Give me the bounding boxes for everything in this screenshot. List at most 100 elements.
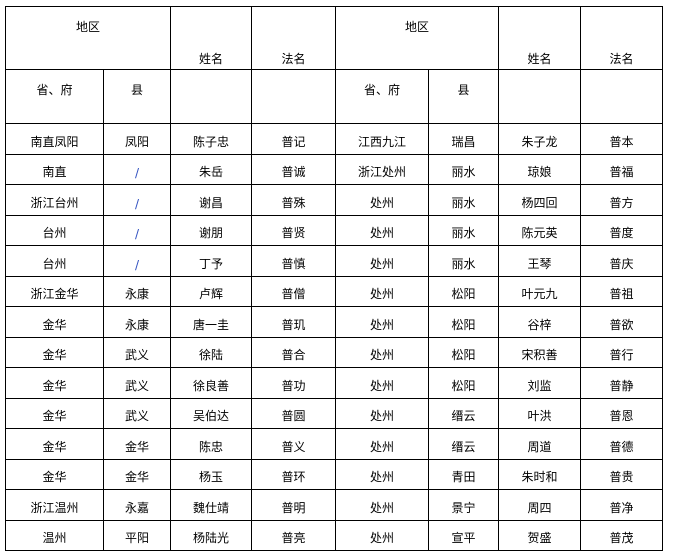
name-cell: 贺盛 bbox=[498, 519, 581, 551]
province-cell: 台州 bbox=[5, 245, 104, 277]
province-cell: 金华 bbox=[5, 397, 104, 429]
county-cell: 缙云 bbox=[428, 397, 499, 429]
dharma-name-cell: 普殊 bbox=[251, 184, 336, 216]
dharma-name-cell: 普明 bbox=[251, 489, 336, 521]
dharma-name-cell: 普记 bbox=[251, 123, 336, 155]
county-cell: 金华 bbox=[103, 458, 171, 490]
county-cell: 松阳 bbox=[428, 336, 499, 368]
county-cell: 丽水 bbox=[428, 153, 499, 185]
name-cell: 谢朋 bbox=[170, 214, 252, 246]
dharma-name-header: 法名 bbox=[251, 6, 336, 70]
empty-cell bbox=[251, 69, 336, 124]
dharma-name-cell: 普方 bbox=[580, 184, 663, 216]
province-cell: 南直凤阳 bbox=[5, 123, 104, 155]
table-row: 金华 武义 徐陆 普合 处州 松阳 宋积善 普行 bbox=[5, 336, 663, 368]
dharma-name-cell: 普诚 bbox=[251, 153, 336, 185]
dharma-name-cell: 普祖 bbox=[580, 275, 663, 307]
name-cell: 魏仕靖 bbox=[170, 489, 252, 521]
county-cell: 金华 bbox=[103, 428, 171, 460]
county-cell: 永康 bbox=[103, 275, 171, 307]
province-cell: 温州 bbox=[5, 519, 104, 551]
name-cell: 徐良善 bbox=[170, 367, 252, 399]
county-cell: / bbox=[103, 153, 171, 185]
county-cell: 瑞昌 bbox=[428, 123, 499, 155]
name-cell: 朱子龙 bbox=[498, 123, 581, 155]
dharma-name-cell: 普茂 bbox=[580, 519, 663, 551]
dharma-name-cell: 普功 bbox=[251, 367, 336, 399]
county-cell: 凤阳 bbox=[103, 123, 171, 155]
name-cell: 琼娘 bbox=[498, 153, 581, 185]
name-cell: 杨陆光 bbox=[170, 519, 252, 551]
name-header: 姓名 bbox=[170, 6, 252, 70]
province-cell: 浙江处州 bbox=[335, 153, 429, 185]
county-cell: 青田 bbox=[428, 458, 499, 490]
county-cell: 松阳 bbox=[428, 306, 499, 338]
name-cell: 谷梓 bbox=[498, 306, 581, 338]
dharma-name-cell: 普贵 bbox=[580, 458, 663, 490]
dharma-name-cell: 普慎 bbox=[251, 245, 336, 277]
empty-cell bbox=[580, 69, 663, 124]
province-header: 省、府 bbox=[5, 69, 104, 124]
dharma-name-cell: 普环 bbox=[251, 458, 336, 490]
name-cell: 叶洪 bbox=[498, 397, 581, 429]
province-cell: 处州 bbox=[335, 245, 429, 277]
header-row-2: 省、府 县 省、府 县 bbox=[5, 69, 663, 124]
name-header: 姓名 bbox=[498, 6, 581, 70]
province-cell: 处州 bbox=[335, 367, 429, 399]
table-row: 台州 / 谢朋 普贤 处州 丽水 陈元英 普度 bbox=[5, 214, 663, 246]
county-cell: 宣平 bbox=[428, 519, 499, 551]
table-row: 金华 武义 徐良善 普功 处州 松阳 刘监 普静 bbox=[5, 367, 663, 399]
province-cell: 处州 bbox=[335, 397, 429, 429]
province-cell: 处州 bbox=[335, 184, 429, 216]
dharma-name-cell: 普静 bbox=[580, 367, 663, 399]
table-row: 金华 金华 陈忠 普义 处州 缙云 周道 普德 bbox=[5, 428, 663, 460]
region-header: 地区 bbox=[5, 6, 171, 70]
dharma-name-cell: 普度 bbox=[580, 214, 663, 246]
province-header: 省、府 bbox=[335, 69, 429, 124]
province-cell: 处州 bbox=[335, 458, 429, 490]
name-cell: 宋积善 bbox=[498, 336, 581, 368]
county-header: 县 bbox=[428, 69, 499, 124]
table-row: 浙江温州 永嘉 魏仕靖 普明 处州 景宁 周四 普净 bbox=[5, 489, 663, 521]
name-cell: 周道 bbox=[498, 428, 581, 460]
province-cell: 处州 bbox=[335, 489, 429, 521]
dharma-name-cell: 普圆 bbox=[251, 397, 336, 429]
province-cell: 处州 bbox=[335, 275, 429, 307]
name-cell: 朱时和 bbox=[498, 458, 581, 490]
table-row: 南直凤阳 凤阳 陈子忠 普记 江西九江 瑞昌 朱子龙 普本 bbox=[5, 123, 663, 155]
table-row: 台州 / 丁予 普慎 处州 丽水 王琴 普庆 bbox=[5, 245, 663, 277]
name-cell: 朱岳 bbox=[170, 153, 252, 185]
county-cell: 平阳 bbox=[103, 519, 171, 551]
name-cell: 陈子忠 bbox=[170, 123, 252, 155]
county-cell: 丽水 bbox=[428, 245, 499, 277]
name-cell: 卢辉 bbox=[170, 275, 252, 307]
dharma-name-cell: 普净 bbox=[580, 489, 663, 521]
province-cell: 处州 bbox=[335, 214, 429, 246]
province-cell: 浙江金华 bbox=[5, 275, 104, 307]
province-cell: 金华 bbox=[5, 336, 104, 368]
name-cell: 王琴 bbox=[498, 245, 581, 277]
dharma-name-cell: 普庆 bbox=[580, 245, 663, 277]
county-cell: / bbox=[103, 214, 171, 246]
empty-cell bbox=[498, 69, 581, 124]
name-cell: 陈忠 bbox=[170, 428, 252, 460]
county-cell: 武义 bbox=[103, 397, 171, 429]
county-header: 县 bbox=[103, 69, 171, 124]
dharma-name-cell: 普本 bbox=[580, 123, 663, 155]
name-cell: 陈元英 bbox=[498, 214, 581, 246]
name-cell: 谢昌 bbox=[170, 184, 252, 216]
province-cell: 处州 bbox=[335, 519, 429, 551]
name-cell: 周四 bbox=[498, 489, 581, 521]
province-cell: 浙江台州 bbox=[5, 184, 104, 216]
roster-table: 地区 姓名 法名 地区 姓名 法名 省、府 县 省、府 县 南直凤阳 凤阳 陈子忠普… bbox=[5, 6, 663, 551]
province-cell: 处州 bbox=[335, 336, 429, 368]
table-row: 金华 金华 杨玉 普环 处州 青田 朱时和 普贵 bbox=[5, 458, 663, 490]
county-cell: / bbox=[103, 245, 171, 277]
dharma-name-cell: 普恩 bbox=[580, 397, 663, 429]
table-row: 浙江金华 永康 卢辉 普僧 处州 松阳 叶元九 普祖 bbox=[5, 275, 663, 307]
name-cell: 徐陆 bbox=[170, 336, 252, 368]
name-cell: 吴伯达 bbox=[170, 397, 252, 429]
county-cell: 松阳 bbox=[428, 367, 499, 399]
dharma-name-cell: 普亮 bbox=[251, 519, 336, 551]
name-cell: 叶元九 bbox=[498, 275, 581, 307]
